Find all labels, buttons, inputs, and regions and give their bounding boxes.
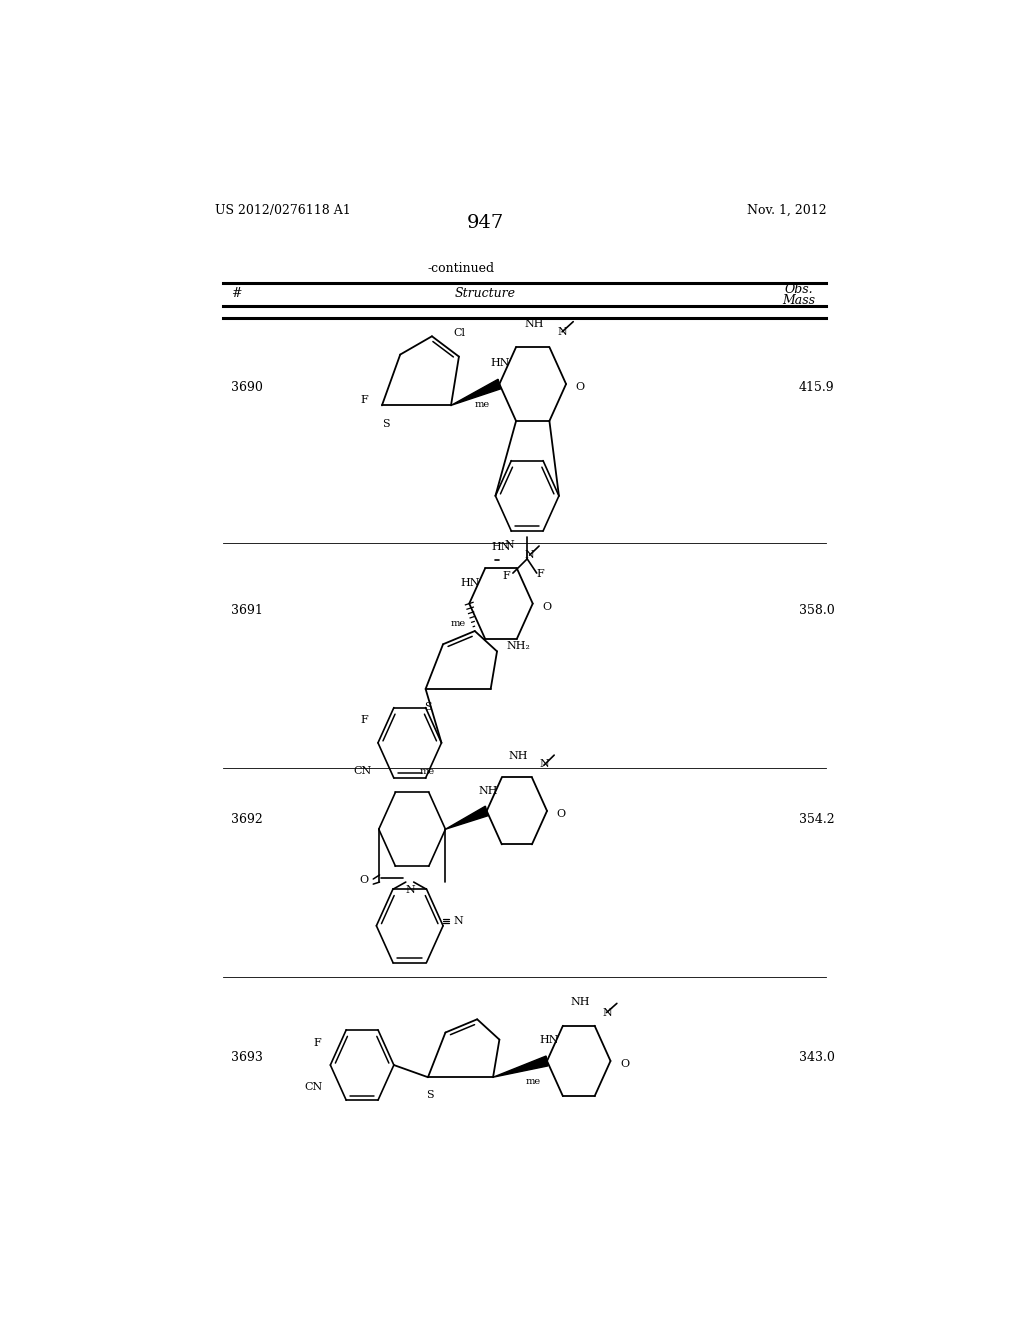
Text: N: N xyxy=(524,550,535,560)
Text: N: N xyxy=(602,1007,612,1018)
Polygon shape xyxy=(494,1056,548,1077)
Text: NH: NH xyxy=(478,787,498,796)
Text: O: O xyxy=(557,809,565,818)
Text: -continued: -continued xyxy=(428,263,495,275)
Text: Structure: Structure xyxy=(455,286,516,300)
Text: NH₂: NH₂ xyxy=(507,642,530,651)
Text: 358.0: 358.0 xyxy=(799,605,835,618)
Text: F: F xyxy=(537,569,545,579)
Text: me: me xyxy=(475,400,489,409)
Text: Mass: Mass xyxy=(782,294,815,308)
Text: US 2012/0276118 A1: US 2012/0276118 A1 xyxy=(215,205,351,216)
Text: N: N xyxy=(557,327,567,337)
Text: 3690: 3690 xyxy=(231,380,263,393)
Text: 3691: 3691 xyxy=(231,605,263,618)
Text: Cl: Cl xyxy=(453,329,465,338)
Text: HN: HN xyxy=(540,1035,559,1045)
Text: CN: CN xyxy=(353,767,372,776)
Text: F: F xyxy=(313,1038,321,1048)
Text: N: N xyxy=(540,759,550,770)
Text: NH: NH xyxy=(509,751,528,762)
Text: F: F xyxy=(360,715,369,726)
Text: NH: NH xyxy=(570,998,590,1007)
Text: HN: HN xyxy=(461,578,480,587)
Text: O: O xyxy=(620,1059,629,1069)
Text: me: me xyxy=(420,767,435,776)
Text: #: # xyxy=(231,286,242,300)
Text: me: me xyxy=(451,619,465,628)
Text: N: N xyxy=(406,886,416,895)
Text: O: O xyxy=(575,381,585,392)
Text: HN: HN xyxy=(492,543,511,552)
Text: 3692: 3692 xyxy=(231,813,263,825)
Text: F: F xyxy=(359,395,368,405)
Text: S: S xyxy=(427,1090,434,1101)
Text: O: O xyxy=(543,602,551,611)
Text: Nov. 1, 2012: Nov. 1, 2012 xyxy=(746,205,826,216)
Text: Obs.: Obs. xyxy=(784,282,813,296)
Text: O: O xyxy=(359,875,369,884)
Text: 354.2: 354.2 xyxy=(799,813,835,825)
Text: 947: 947 xyxy=(467,214,504,232)
Polygon shape xyxy=(445,807,488,829)
Text: 3693: 3693 xyxy=(231,1052,263,1064)
Text: S: S xyxy=(424,702,432,713)
Text: HN: HN xyxy=(490,358,510,367)
Text: NH: NH xyxy=(524,318,544,329)
Text: me: me xyxy=(525,1077,541,1086)
Text: F: F xyxy=(502,572,510,581)
Text: 415.9: 415.9 xyxy=(799,380,835,393)
Polygon shape xyxy=(451,379,501,405)
Text: S: S xyxy=(382,418,390,429)
Text: 343.0: 343.0 xyxy=(799,1052,835,1064)
Text: N: N xyxy=(454,916,463,925)
Text: N: N xyxy=(504,540,514,550)
Text: CN: CN xyxy=(304,1082,323,1093)
